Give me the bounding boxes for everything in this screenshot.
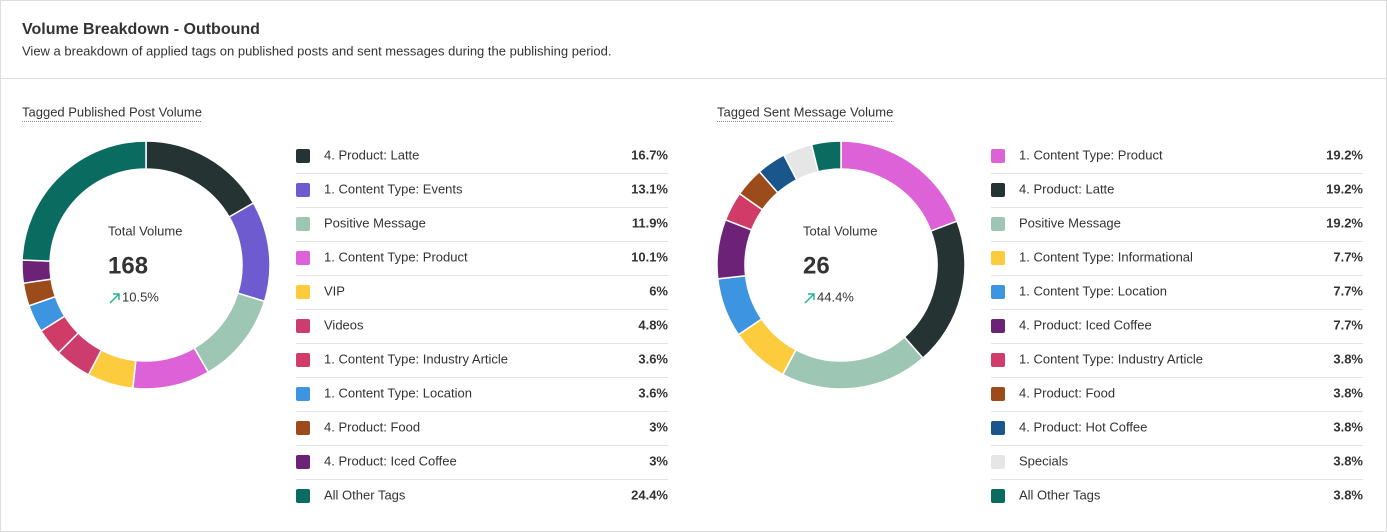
legend-swatch <box>991 285 1005 299</box>
legend-swatch <box>296 217 310 231</box>
donut-segment <box>810 140 842 173</box>
legend-label: 4. Product: Latte <box>324 147 419 162</box>
change-value: 10.5% <box>122 289 159 304</box>
legend-label: 1. Content Type: Location <box>324 385 472 400</box>
legend-value: 19.2% <box>1326 181 1363 196</box>
center-label: Total Volume <box>803 223 877 238</box>
legend-label: 4. Product: Food <box>324 419 420 434</box>
legend-value: 19.2% <box>1326 215 1363 230</box>
legend-swatch <box>296 183 310 197</box>
legend-swatch <box>991 421 1005 435</box>
legend-value: 3% <box>649 453 668 468</box>
legend-label: 4. Product: Food <box>1019 385 1115 400</box>
trend-arrow <box>109 293 120 304</box>
legend-label: 4. Product: Iced Coffee <box>324 453 457 468</box>
legend-swatch <box>296 285 310 299</box>
legend-label: 1. Content Type: Product <box>324 249 468 264</box>
legend-value: 13.1% <box>631 181 668 196</box>
center-label: Total Volume <box>108 223 182 238</box>
legend-swatch <box>296 489 310 503</box>
legend-label: Positive Message <box>324 215 426 230</box>
donut-segment <box>21 259 52 285</box>
chart-title: Tagged Sent Message Volume <box>717 104 893 119</box>
legend-value: 11.9% <box>632 215 669 230</box>
legend-swatch <box>991 353 1005 367</box>
legend-value: 7.7% <box>1333 249 1363 264</box>
legend-value: 10.1% <box>631 249 668 264</box>
legend-value: 3.8% <box>1333 487 1363 502</box>
legend-value: 3.8% <box>1333 351 1363 366</box>
legend-swatch <box>991 387 1005 401</box>
legend-swatch <box>991 455 1005 469</box>
legend-swatch <box>296 251 310 265</box>
legend-swatch <box>991 217 1005 231</box>
legend-label: 4. Product: Latte <box>1019 181 1114 196</box>
legend-value: 7.7% <box>1333 317 1363 332</box>
legend-swatch <box>991 149 1005 163</box>
total-value: 168 <box>108 252 148 279</box>
legend-label: 1. Content Type: Events <box>324 181 463 196</box>
legend-swatch <box>296 319 310 333</box>
legend-swatch <box>296 455 310 469</box>
card-subtitle: View a breakdown of applied tags on publ… <box>22 43 612 58</box>
legend-label: All Other Tags <box>324 487 406 502</box>
legend-label: Videos <box>324 317 364 332</box>
legend-value: 4.8% <box>638 317 668 332</box>
card-title: Volume Breakdown - Outbound <box>22 21 260 38</box>
legend-value: 3.6% <box>638 351 668 366</box>
legend-label: 1. Content Type: Product <box>1019 147 1163 162</box>
legend-value: 3.8% <box>1333 419 1363 434</box>
legend-label: 1. Content Type: Location <box>1019 283 1167 298</box>
legend-swatch <box>991 183 1005 197</box>
legend-swatch <box>296 353 310 367</box>
legend-value: 3.8% <box>1333 453 1363 468</box>
legend-swatch <box>991 489 1005 503</box>
legend-swatch <box>296 387 310 401</box>
legend-value: 3.6% <box>638 385 668 400</box>
donut-segment <box>21 140 147 262</box>
total-value: 26 <box>803 252 830 279</box>
legend-value: 7.7% <box>1333 283 1363 298</box>
legend-label: 1. Content Type: Informational <box>1019 249 1193 264</box>
trend-arrow <box>804 293 815 304</box>
legend-value: 16.7% <box>631 147 668 162</box>
legend-swatch <box>296 149 310 163</box>
legend-label: Positive Message <box>1019 215 1121 230</box>
legend-label: Specials <box>1019 453 1069 468</box>
legend-label: All Other Tags <box>1019 487 1101 502</box>
legend-label: 1. Content Type: Industry Article <box>1019 351 1203 366</box>
legend-label: 4. Product: Iced Coffee <box>1019 317 1152 332</box>
legend-value: 24.4% <box>631 487 668 502</box>
legend-label: 1. Content Type: Industry Article <box>324 351 508 366</box>
legend-value: 3% <box>649 419 668 434</box>
legend-swatch <box>991 251 1005 265</box>
legend-label: VIP <box>324 283 345 298</box>
legend-swatch <box>991 319 1005 333</box>
chart-title: Tagged Published Post Volume <box>22 104 202 119</box>
legend-value: 6% <box>649 283 668 298</box>
legend-value: 19.2% <box>1326 147 1363 162</box>
legend-label: 4. Product: Hot Coffee <box>1019 419 1147 434</box>
legend-value: 3.8% <box>1333 385 1363 400</box>
change-value: 44.4% <box>817 289 854 304</box>
legend-swatch <box>296 421 310 435</box>
